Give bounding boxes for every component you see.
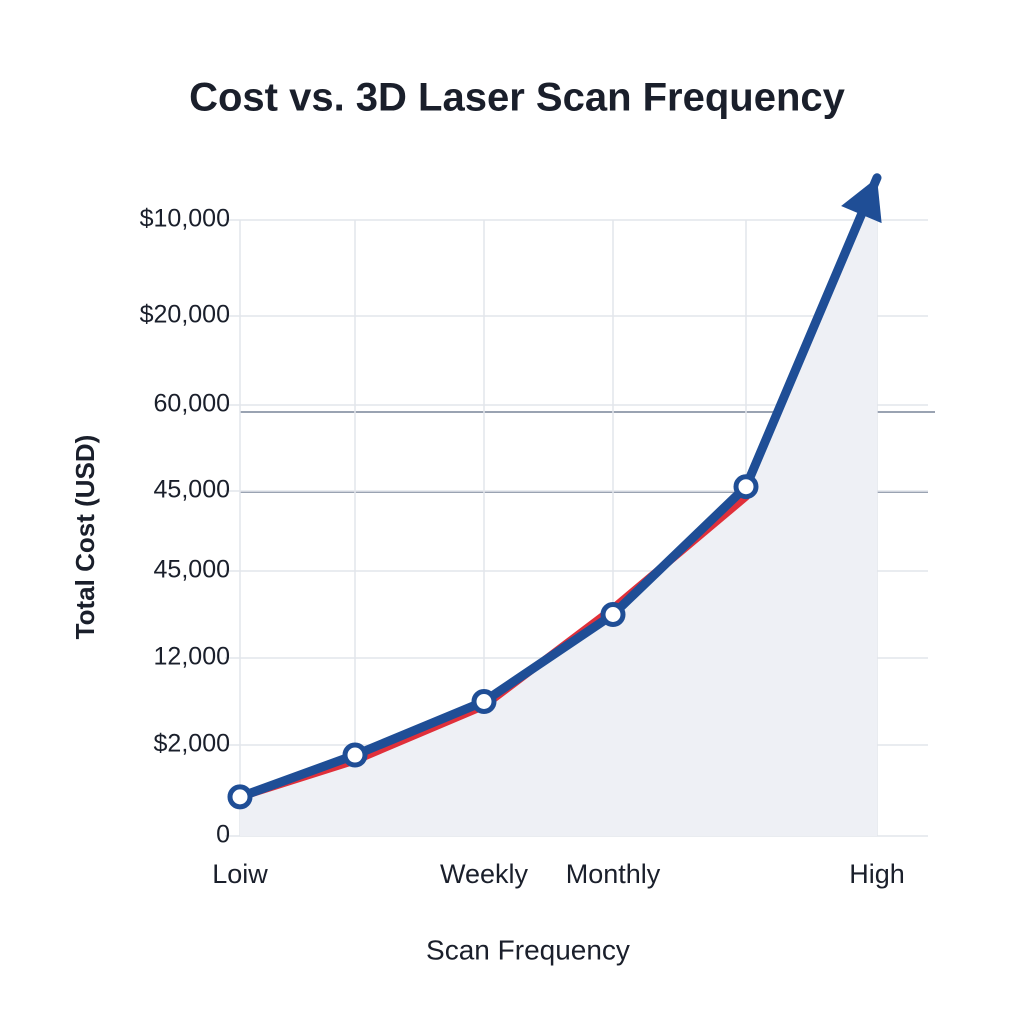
y-tick-label: 45,000 xyxy=(154,556,230,584)
x-tick-label: Weekly xyxy=(440,859,529,889)
y-tick-label: $2,000 xyxy=(154,730,230,758)
y-axis-title: Total Cost (USD) xyxy=(70,435,100,640)
marker xyxy=(471,689,497,714)
x-tick-label: Monthly xyxy=(566,859,661,889)
area xyxy=(240,177,877,836)
line xyxy=(235,173,882,802)
y-tick-label: 12,000 xyxy=(154,643,230,671)
y-tick-label: $20,000 xyxy=(140,301,230,329)
y-tick-label: $10,000 xyxy=(140,205,230,233)
x-tick-label: Loiw xyxy=(212,859,268,889)
y-tick-label: 45,000 xyxy=(154,476,230,504)
marker xyxy=(733,474,759,500)
arrowhead xyxy=(841,177,882,224)
y-tick-label: 60,000 xyxy=(154,390,230,418)
y-tick-label: 0 xyxy=(216,821,230,849)
marker xyxy=(600,602,626,627)
x-axis-title: Scan Frequency xyxy=(426,934,630,965)
x-tick-label: High xyxy=(849,859,905,889)
marker xyxy=(227,784,253,810)
marker xyxy=(342,742,368,768)
chart-title: Cost vs. 3D Laser Scan Frequency xyxy=(189,76,846,120)
